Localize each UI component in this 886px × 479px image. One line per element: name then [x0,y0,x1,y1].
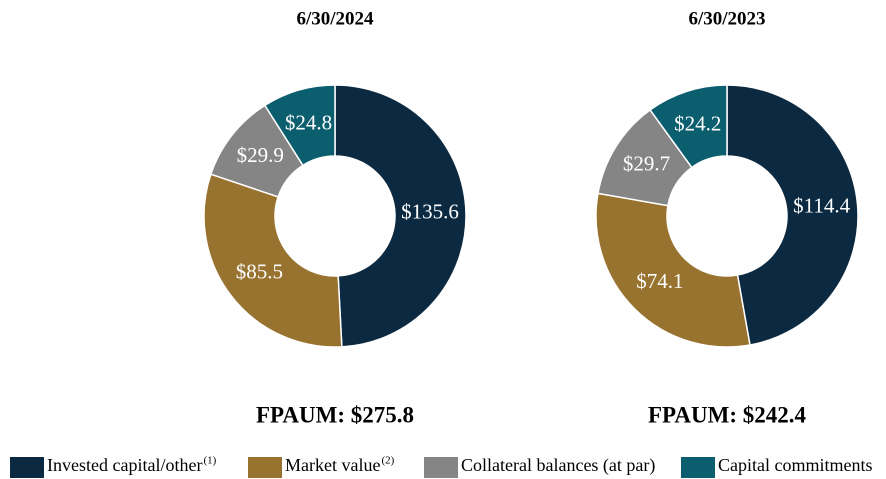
donut-slice [726,84,859,346]
chart-title: 6/30/2024 [296,8,374,29]
donut-slice [649,84,728,169]
donut-slice [334,84,467,348]
data-label: $114.4 [793,193,850,217]
legend-label: Capital commitments [718,455,872,475]
legend-swatch [248,457,282,478]
legend-label: Market value [285,455,380,475]
data-label: $85.5 [236,259,283,283]
data-label: $24.8 [285,111,332,135]
legend-label: Invested capital/other [47,455,202,475]
chart-subtitle: FPAUM: $242.4 [648,402,806,427]
donut-slice [203,173,343,348]
chart-subtitle: FPAUM: $275.8 [256,402,414,427]
data-label: $29.9 [237,143,284,167]
data-label: $29.7 [623,151,670,175]
data-label: $24.2 [674,111,721,135]
data-label: $74.1 [636,269,683,293]
donut-slice [263,84,336,167]
legend-swatch [424,457,458,478]
data-label: $135.6 [401,199,459,223]
legend-swatch [681,457,715,478]
legend-label: Collateral balances (at par) [461,455,655,476]
chart-title: 6/30/2023 [688,8,765,29]
donut-slice [595,192,751,348]
legend-swatch [10,457,44,478]
legend-note: (2) [381,455,394,467]
legend-note: (1) [203,455,216,467]
